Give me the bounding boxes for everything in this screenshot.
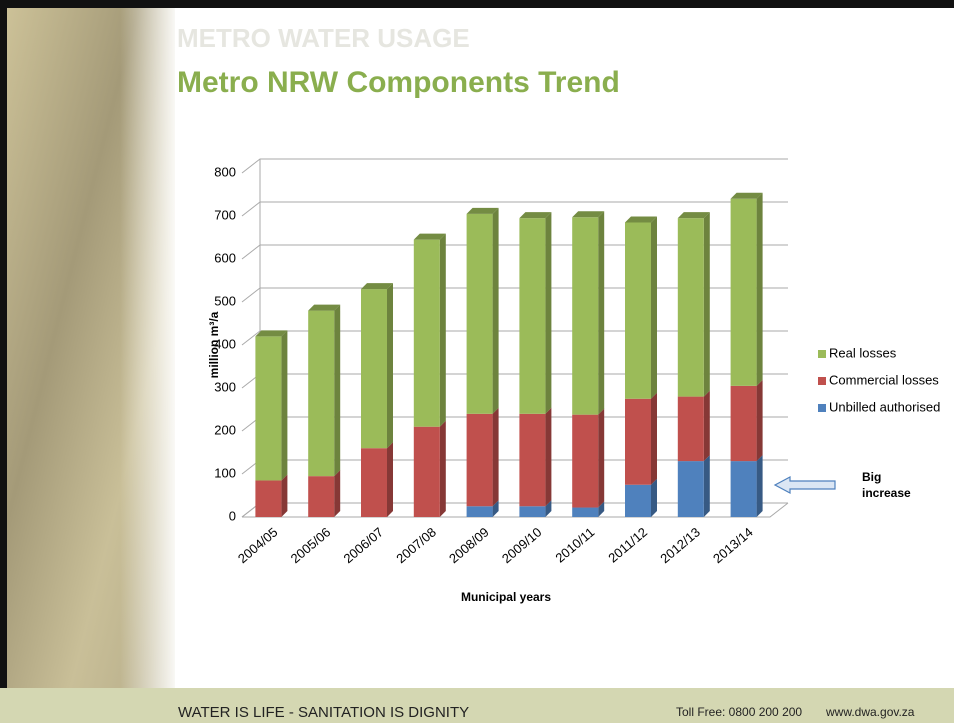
y-axis-label: million m³/a: [207, 311, 221, 378]
bar: [519, 218, 546, 414]
bar: [413, 239, 440, 427]
legend-swatch: [818, 377, 826, 385]
bar-top: [677, 212, 710, 219]
bar: [625, 222, 651, 399]
bar-top: [255, 330, 288, 337]
bar-side: [651, 392, 657, 485]
legend-label: Real losses: [829, 345, 897, 360]
bar: [730, 198, 757, 386]
bar-side: [651, 478, 657, 517]
footer-phone: Toll Free: 0800 200 200: [676, 705, 802, 719]
bar-side: [439, 233, 446, 427]
bar-side: [756, 455, 763, 517]
bar-top: [519, 212, 552, 219]
annotation-arrow: [773, 476, 836, 494]
footer-slogan: WATER IS LIFE - SANITATION IS DIGNITY: [178, 704, 469, 721]
y-tick-label: 800: [214, 164, 236, 179]
bar-top: [572, 211, 605, 218]
legend-label: Commercial losses: [829, 372, 939, 387]
legend-label: Unbilled authorised: [829, 399, 940, 414]
bar-side: [703, 212, 710, 397]
bar-side: [598, 211, 605, 415]
bar-side: [545, 212, 552, 414]
bar: [361, 448, 387, 517]
bar: [466, 213, 493, 414]
footer-band: [0, 688, 954, 723]
bar-side: [756, 379, 763, 462]
bar: [572, 217, 599, 415]
bar: [677, 461, 704, 517]
bar: [308, 476, 335, 517]
bar-side: [492, 407, 499, 507]
bar-side: [598, 408, 605, 508]
bar: [519, 506, 546, 517]
bar-top: [625, 216, 657, 223]
grid-line: [241, 158, 788, 174]
bar-side: [492, 500, 499, 517]
y-tick-label: 500: [214, 293, 236, 308]
bar-side: [703, 390, 710, 462]
bar-top: [308, 304, 341, 311]
bar: [572, 414, 599, 508]
y-tick-label: 200: [214, 422, 236, 437]
bar-top: [730, 192, 763, 199]
legend-swatch: [818, 404, 826, 412]
grid-line: [241, 330, 788, 346]
bar: [466, 413, 493, 507]
bar: [730, 461, 757, 517]
annotation: increase: [862, 486, 911, 500]
bar-side: [545, 500, 552, 517]
y-tick-label: 400: [214, 336, 236, 351]
bar: [519, 413, 546, 507]
grid-line: [241, 201, 788, 217]
bar-top: [466, 207, 499, 214]
y-tick-label: 700: [214, 207, 236, 222]
y-tick-label: 600: [214, 250, 236, 265]
y-tick-label: 0: [229, 508, 236, 523]
bar-side: [334, 470, 341, 517]
bar: [677, 218, 704, 397]
bar-side: [703, 455, 710, 517]
grid-line: [241, 287, 788, 303]
grid-line: [241, 244, 788, 260]
bar-side: [387, 283, 393, 449]
bar: [361, 289, 387, 449]
y-tick-label: 300: [214, 379, 236, 394]
bar-side: [281, 330, 288, 481]
bar-side: [545, 407, 552, 507]
bar-top: [361, 283, 393, 290]
bar-side: [334, 304, 341, 477]
bar: [255, 480, 282, 517]
left-bar: [0, 0, 7, 723]
bar: [572, 507, 599, 517]
bar: [466, 506, 493, 517]
bar-side: [387, 442, 393, 517]
bar-side: [598, 501, 605, 517]
bar-side: [756, 192, 763, 386]
photo-fade: [120, 0, 180, 690]
bar-side: [492, 207, 499, 414]
bar: [625, 484, 651, 517]
bar: [413, 426, 440, 517]
bar-side: [281, 474, 288, 517]
section-title: METRO WATER USAGE: [177, 23, 470, 53]
top-bar: [0, 0, 954, 8]
bar: [255, 336, 282, 481]
bar: [308, 310, 335, 477]
x-axis-label: Municipal years: [461, 590, 551, 604]
annotation: Big: [862, 470, 881, 484]
bar-top: [413, 233, 446, 240]
bar: [677, 396, 704, 462]
y-tick-label: 100: [214, 465, 236, 480]
legend-swatch: [818, 350, 826, 358]
bar-side: [439, 420, 446, 517]
bar: [730, 385, 757, 462]
chart-title: Metro NRW Components Trend: [177, 66, 620, 99]
bar: [625, 398, 651, 485]
footer-web: www.dwa.gov.za: [825, 705, 915, 719]
bar-side: [651, 216, 657, 399]
